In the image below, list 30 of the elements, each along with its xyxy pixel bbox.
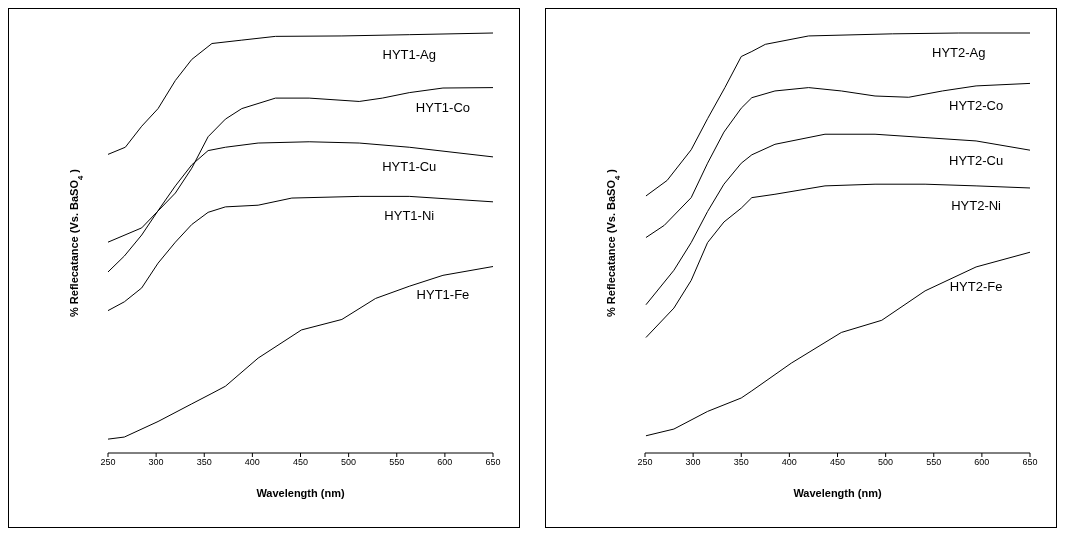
x-tick-label: 400 bbox=[244, 457, 260, 468]
series-label: HYT1-Cu bbox=[382, 159, 437, 175]
series-label: HYT1-Fe bbox=[416, 287, 470, 303]
series-label: HYT2-Co bbox=[949, 97, 1004, 113]
x-tick-label: 300 bbox=[685, 457, 701, 468]
x-tick-label: 250 bbox=[637, 457, 653, 468]
x-tick-label: 600 bbox=[437, 457, 453, 468]
x-tick-label: 450 bbox=[292, 457, 309, 468]
x-tick-label: 550 bbox=[389, 457, 405, 468]
x-tick-label: 650 bbox=[1022, 457, 1038, 468]
x-tick-label: 600 bbox=[974, 457, 990, 468]
x-tick-label: 500 bbox=[341, 457, 357, 468]
series-label: HYT1-Ni bbox=[384, 208, 435, 224]
x-tick-label: 400 bbox=[781, 457, 797, 468]
x-tick-label: 350 bbox=[196, 457, 212, 468]
series-label: HYT2-Fe bbox=[949, 278, 1003, 294]
x-tick-label: 250 bbox=[100, 457, 116, 468]
x-axis-title: Wavelength (nm) bbox=[256, 486, 345, 499]
x-tick-label: 350 bbox=[733, 457, 749, 468]
series-label: HYT2-Ni bbox=[951, 197, 1002, 213]
x-axis-title: Wavelength (nm) bbox=[793, 486, 882, 499]
x-tick-label: 500 bbox=[878, 457, 894, 468]
x-tick-label: 550 bbox=[926, 457, 942, 468]
x-tick-label: 450 bbox=[829, 457, 846, 468]
series-label: HYT2-Cu bbox=[949, 152, 1004, 168]
x-tick-label: 300 bbox=[148, 457, 164, 468]
series-label: HYT2-Ag bbox=[932, 45, 986, 60]
series-label: HYT1-Ag bbox=[382, 46, 436, 62]
series-label: HYT1-Co bbox=[415, 100, 471, 116]
x-tick-label: 650 bbox=[485, 457, 501, 468]
